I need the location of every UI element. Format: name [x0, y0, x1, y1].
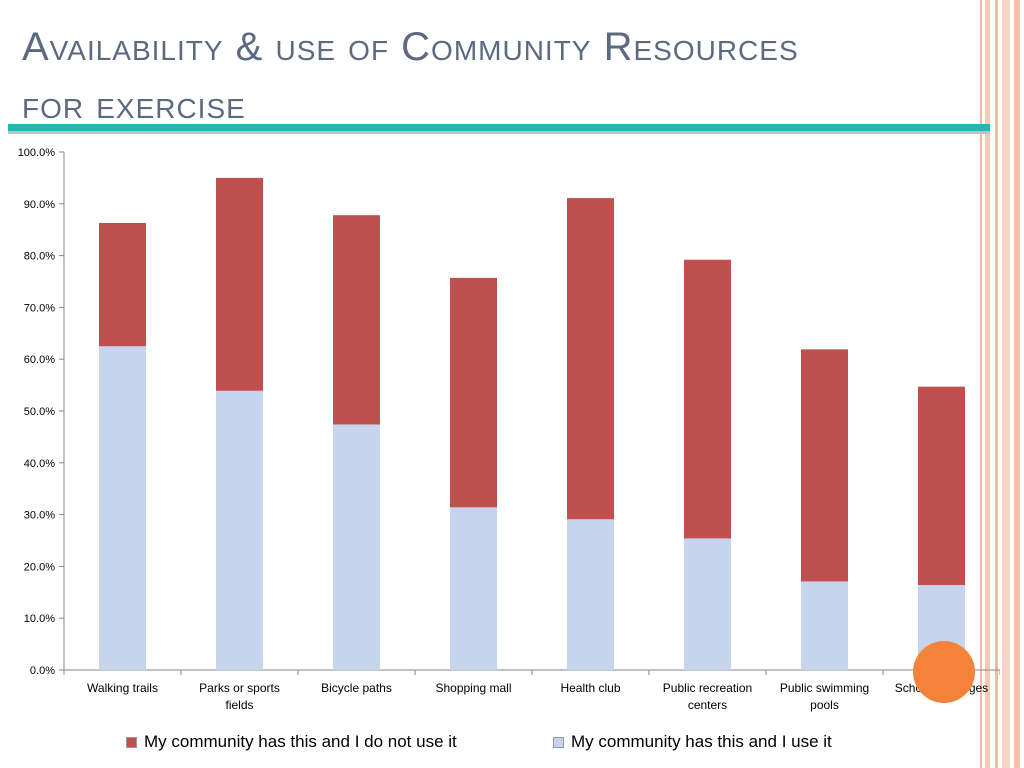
legend-item-not-use: My community has this and I do not use i… — [126, 732, 457, 752]
bar-not-use — [99, 222, 146, 347]
legend-item-use: My community has this and I use it — [553, 732, 832, 752]
x-category-label: Shopping mall — [435, 681, 511, 695]
title-divider — [8, 124, 990, 131]
highlight-circle — [913, 641, 975, 703]
x-category-label: centers — [688, 698, 727, 712]
bar-not-use — [801, 349, 848, 582]
bar-not-use — [684, 259, 731, 539]
x-category-label: Health club — [560, 681, 620, 695]
slide-title-line1: Availability & use of Community Resource… — [22, 25, 799, 69]
y-tick-label: 40.0% — [24, 458, 55, 470]
decorative-side-stripes — [976, 0, 1024, 768]
x-category-label: pools — [810, 698, 839, 712]
x-category-label: Public recreation — [663, 681, 752, 695]
x-category-label: Walking trails — [87, 681, 158, 695]
y-tick-label: 10.0% — [24, 613, 55, 625]
legend-swatch-not-use — [126, 736, 137, 748]
title-divider-shadow — [8, 131, 990, 134]
y-tick-label: 50.0% — [24, 406, 55, 418]
y-tick-label: 30.0% — [24, 510, 55, 522]
y-tick-label: 20.0% — [24, 561, 55, 573]
slide-title-line2: for exercise — [22, 83, 246, 127]
legend-swatch-use — [553, 736, 564, 748]
bar-not-use — [567, 198, 614, 520]
bar-not-use — [450, 277, 497, 508]
bar-use — [567, 519, 614, 670]
bar-not-use — [918, 386, 965, 586]
y-tick-label: 100.0% — [18, 147, 56, 159]
bar-use — [99, 346, 146, 670]
y-tick-label: 80.0% — [24, 251, 55, 263]
legend-label-not-use: My community has this and I do not use i… — [144, 732, 457, 751]
x-category-label: Public swimming — [780, 681, 869, 695]
slide-title: Availability & use of Community Resource… — [22, 18, 982, 134]
bar-not-use — [333, 215, 380, 425]
legend-label-use: My community has this and I use it — [571, 732, 832, 751]
y-tick-label: 60.0% — [24, 354, 55, 366]
stacked-bar-chart: 0.0% 10.0% 20.0% 30.0% 40.0% 50.0% 60.0% 70.0% 8… — [18, 147, 1000, 712]
x-category-label: fields — [225, 698, 253, 712]
bar-use — [333, 424, 380, 670]
x-category-label: Bicycle paths — [321, 681, 392, 695]
y-tick-label: 90.0% — [24, 199, 55, 211]
bar-not-use — [216, 177, 263, 391]
y-tick-label: 0.0% — [30, 665, 55, 677]
bar-use — [216, 390, 263, 670]
bar-use — [684, 538, 731, 670]
bar-use — [801, 581, 848, 670]
x-category-label: Parks or sports — [199, 681, 280, 695]
bar-use — [450, 507, 497, 670]
y-tick-label: 70.0% — [24, 302, 55, 314]
